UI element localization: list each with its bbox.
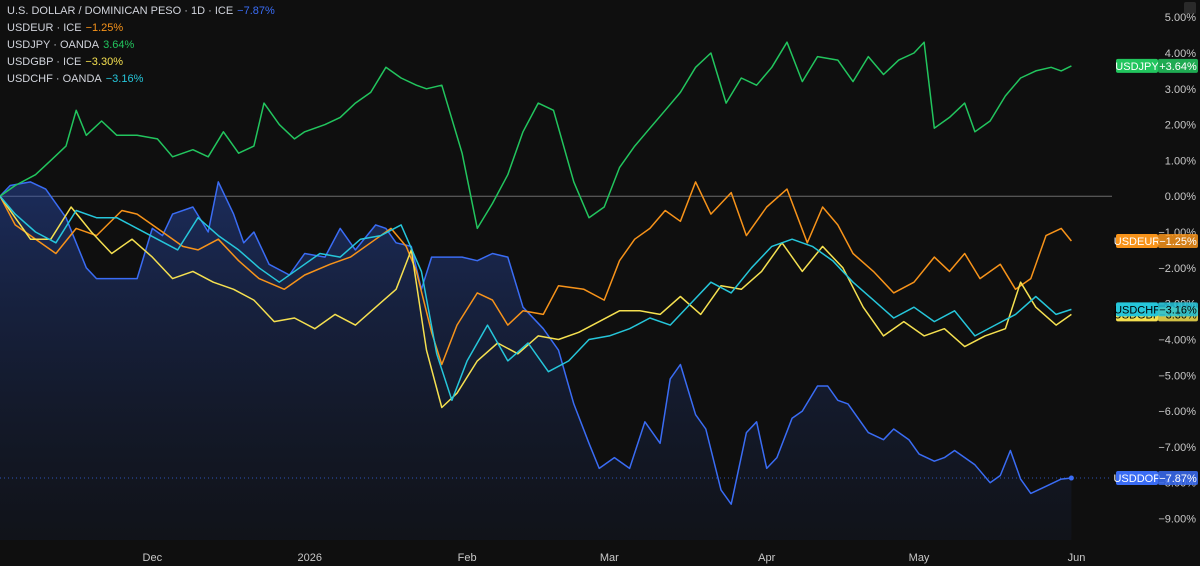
legend-row-usdjpy: USDJPY · OANDA 3.64% [7,37,275,54]
price-tag-name: USDJPY [1115,61,1159,73]
legend-label: USDEUR · ICE [7,22,82,34]
x-tick-label: Mar [600,552,619,564]
x-tick-label: May [909,552,930,564]
price-tag-name-bg [1116,471,1158,486]
x-tick-label: Apr [758,552,775,564]
series-line-usdchf[interactable] [0,195,1072,402]
series-line-usdgbp[interactable] [0,195,1072,409]
price-tag-value-bg [1158,471,1198,486]
y-tick-label: 0.00% [1165,191,1196,203]
series-line-usddop[interactable] [0,181,1072,505]
price-tag-usdeur: USDEUR−1.25% [1114,233,1198,248]
y-tick-label: 3.00% [1165,84,1196,96]
series-layer [0,41,1112,540]
y-tick-label: 1.00% [1165,155,1196,167]
price-tag-value-bg [1158,233,1198,248]
legend-label: U.S. DOLLAR / DOMINICAN PESO · 1D · ICE [7,5,234,17]
price-tag-value: −1.25% [1159,236,1197,248]
x-tick-label: Feb [458,552,477,564]
y-tick-label: −9.00% [1158,514,1196,526]
price-tag-name-bg [1116,58,1158,73]
y-tick-label: −7.00% [1158,442,1196,454]
price-tag-usdjpy: USDJPY +3.64% [1115,58,1198,73]
legend-label: USDCHF · OANDA [7,73,102,85]
x-tick-label: Dec [143,552,163,564]
price-tag-usddop: USDDOP−7.87% [1113,471,1198,486]
y-tick-label: −2.00% [1158,263,1196,275]
settings-icon[interactable] [1184,2,1196,14]
price-tag-value: +3.64% [1159,61,1197,73]
chart-legend: U.S. DOLLAR / DOMINICAN PESO · 1D · ICE −… [7,3,275,88]
legend-row-usdgbp: USDGBP · ICE −3.30% [7,54,275,71]
legend-row-usddop: U.S. DOLLAR / DOMINICAN PESO · 1D · ICE −… [7,3,275,20]
legend-value: −1.25% [85,22,124,34]
legend-label: USDJPY · OANDA [7,39,100,51]
legend-value: −3.16% [105,73,144,85]
price-tag-name: USDEUR [1114,236,1161,248]
price-tag-value-bg [1158,302,1198,317]
legend-row-usdchf: USDCHF · OANDA −3.16% [7,71,275,88]
price-tag-name-bg [1116,233,1158,248]
y-axis: 5.00%4.00%3.00%2.00%1.00%0.00%−1.00%−2.0… [1158,12,1196,525]
x-tick-label: 2026 [297,552,321,564]
price-tag-value-bg [1158,58,1198,73]
series-line-usdeur[interactable] [0,181,1072,366]
y-tick-label: 4.00% [1165,48,1196,60]
legend-value: −7.87% [237,5,275,17]
legend-row-usdeur: USDEUR · ICE −1.25% [7,20,275,37]
legend-value: 3.64% [103,39,135,51]
price-tags: USDDOP−7.87%USDEUR−1.25%USDJPY+3.64%USDG… [1113,58,1198,486]
y-tick-label: −5.00% [1158,370,1196,382]
price-tag-value: −7.87% [1159,473,1197,485]
legend-label: USDGBP · ICE [7,56,82,68]
y-tick-label: 2.00% [1165,120,1196,132]
price-tag-name: USDDOP [1113,473,1160,485]
price-tag-usdchf: USDCHF −3.16% [1114,302,1198,317]
y-tick-label: −4.00% [1158,334,1196,346]
series-line-usdjpy[interactable] [0,41,1072,230]
legend-value: −3.30% [85,56,123,68]
y-tick-label: −6.00% [1158,406,1196,418]
price-tag-value: −3.16% [1159,304,1197,316]
y-tick-label: 5.00% [1165,12,1196,24]
x-tick-label: Jun [1068,552,1086,564]
x-axis: Dec 2026 Feb Mar Apr May Jun [0,195,1112,564]
price-tag-name: USDCHF [1114,304,1160,316]
series-area-usddop [0,181,1072,540]
price-tag-name-bg [1116,302,1158,317]
